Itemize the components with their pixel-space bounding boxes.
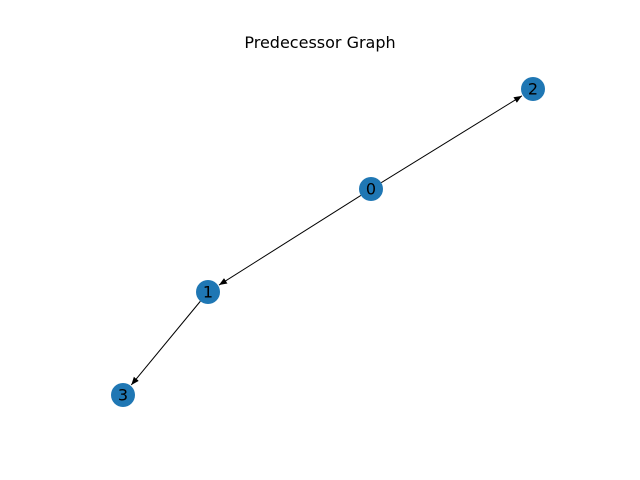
edge-0-to-1 [218,194,362,286]
node-2: 2 [521,77,545,101]
node-0: 0 [359,177,383,201]
node-label: 2 [528,80,538,99]
node-circle [521,77,545,101]
graph-title: Predecessor Graph [244,33,396,52]
edges-layer [130,95,523,386]
node-label: 1 [203,283,213,302]
node-3: 3 [111,383,135,407]
node-circle [359,177,383,201]
node-label: 3 [118,386,128,405]
node-1: 1 [196,280,220,304]
node-circle [196,280,220,304]
edge-0-to-2 [380,95,523,184]
edge-1-to-3 [130,300,201,386]
node-circle [111,383,135,407]
node-label: 0 [366,180,376,199]
nodes-layer: 0 1 2 3 [111,77,545,407]
